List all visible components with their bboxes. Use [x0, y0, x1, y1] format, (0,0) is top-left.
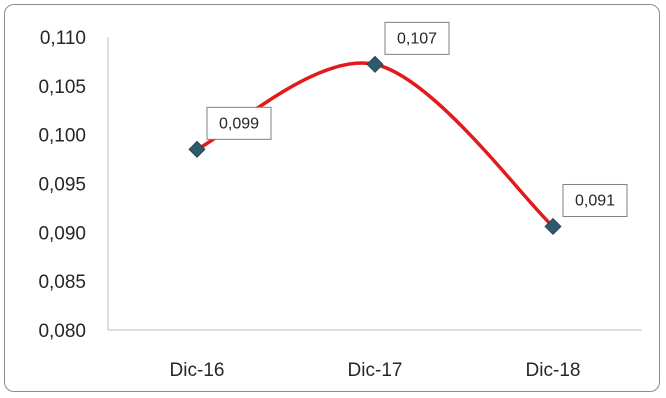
data-labels-group: 0,099 0,107 0,091 [206, 21, 628, 217]
x-axis-tick-labels: Dic-16 Dic-17 Dic-18 [170, 360, 581, 381]
data-label: 0,099 [206, 106, 272, 140]
data-label-box [562, 183, 628, 217]
x-tick-label: Dic-17 [348, 360, 403, 381]
x-tick-label: Dic-18 [526, 360, 581, 381]
series-group [195, 61, 555, 229]
y-tick-label: 0,105 [38, 77, 86, 98]
y-tick-label: 0,085 [38, 272, 86, 293]
data-label-box [384, 21, 450, 55]
data-label: 0,107 [384, 21, 450, 55]
markers-group [188, 55, 562, 236]
data-label-text: 0,107 [397, 30, 437, 47]
y-tick-label: 0,095 [38, 175, 86, 196]
data-label-text: 0,099 [219, 115, 259, 132]
data-label-box [206, 106, 272, 140]
y-tick-label: 0,080 [38, 321, 86, 342]
y-tick-label: 0,110 [40, 28, 86, 49]
series-line [195, 61, 555, 229]
data-point-marker [366, 55, 384, 73]
x-tick-label: Dic-16 [170, 360, 225, 381]
axes [107, 37, 642, 331]
data-label-text: 0,091 [575, 192, 615, 209]
y-tick-label: 0,100 [38, 126, 86, 147]
data-label: 0,091 [562, 183, 628, 217]
data-point-marker [544, 217, 562, 236]
y-axis-tick-labels: 0,080 0,085 0,090 0,095 0,100 0,105 0,110 [38, 28, 86, 342]
y-tick-label: 0,090 [38, 223, 86, 244]
data-point-marker [188, 140, 206, 158]
